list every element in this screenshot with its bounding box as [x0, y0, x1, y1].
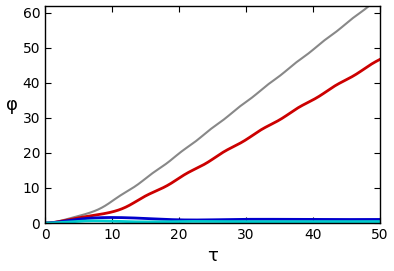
- Y-axis label: φ: φ: [6, 96, 17, 114]
- X-axis label: τ: τ: [207, 247, 218, 265]
